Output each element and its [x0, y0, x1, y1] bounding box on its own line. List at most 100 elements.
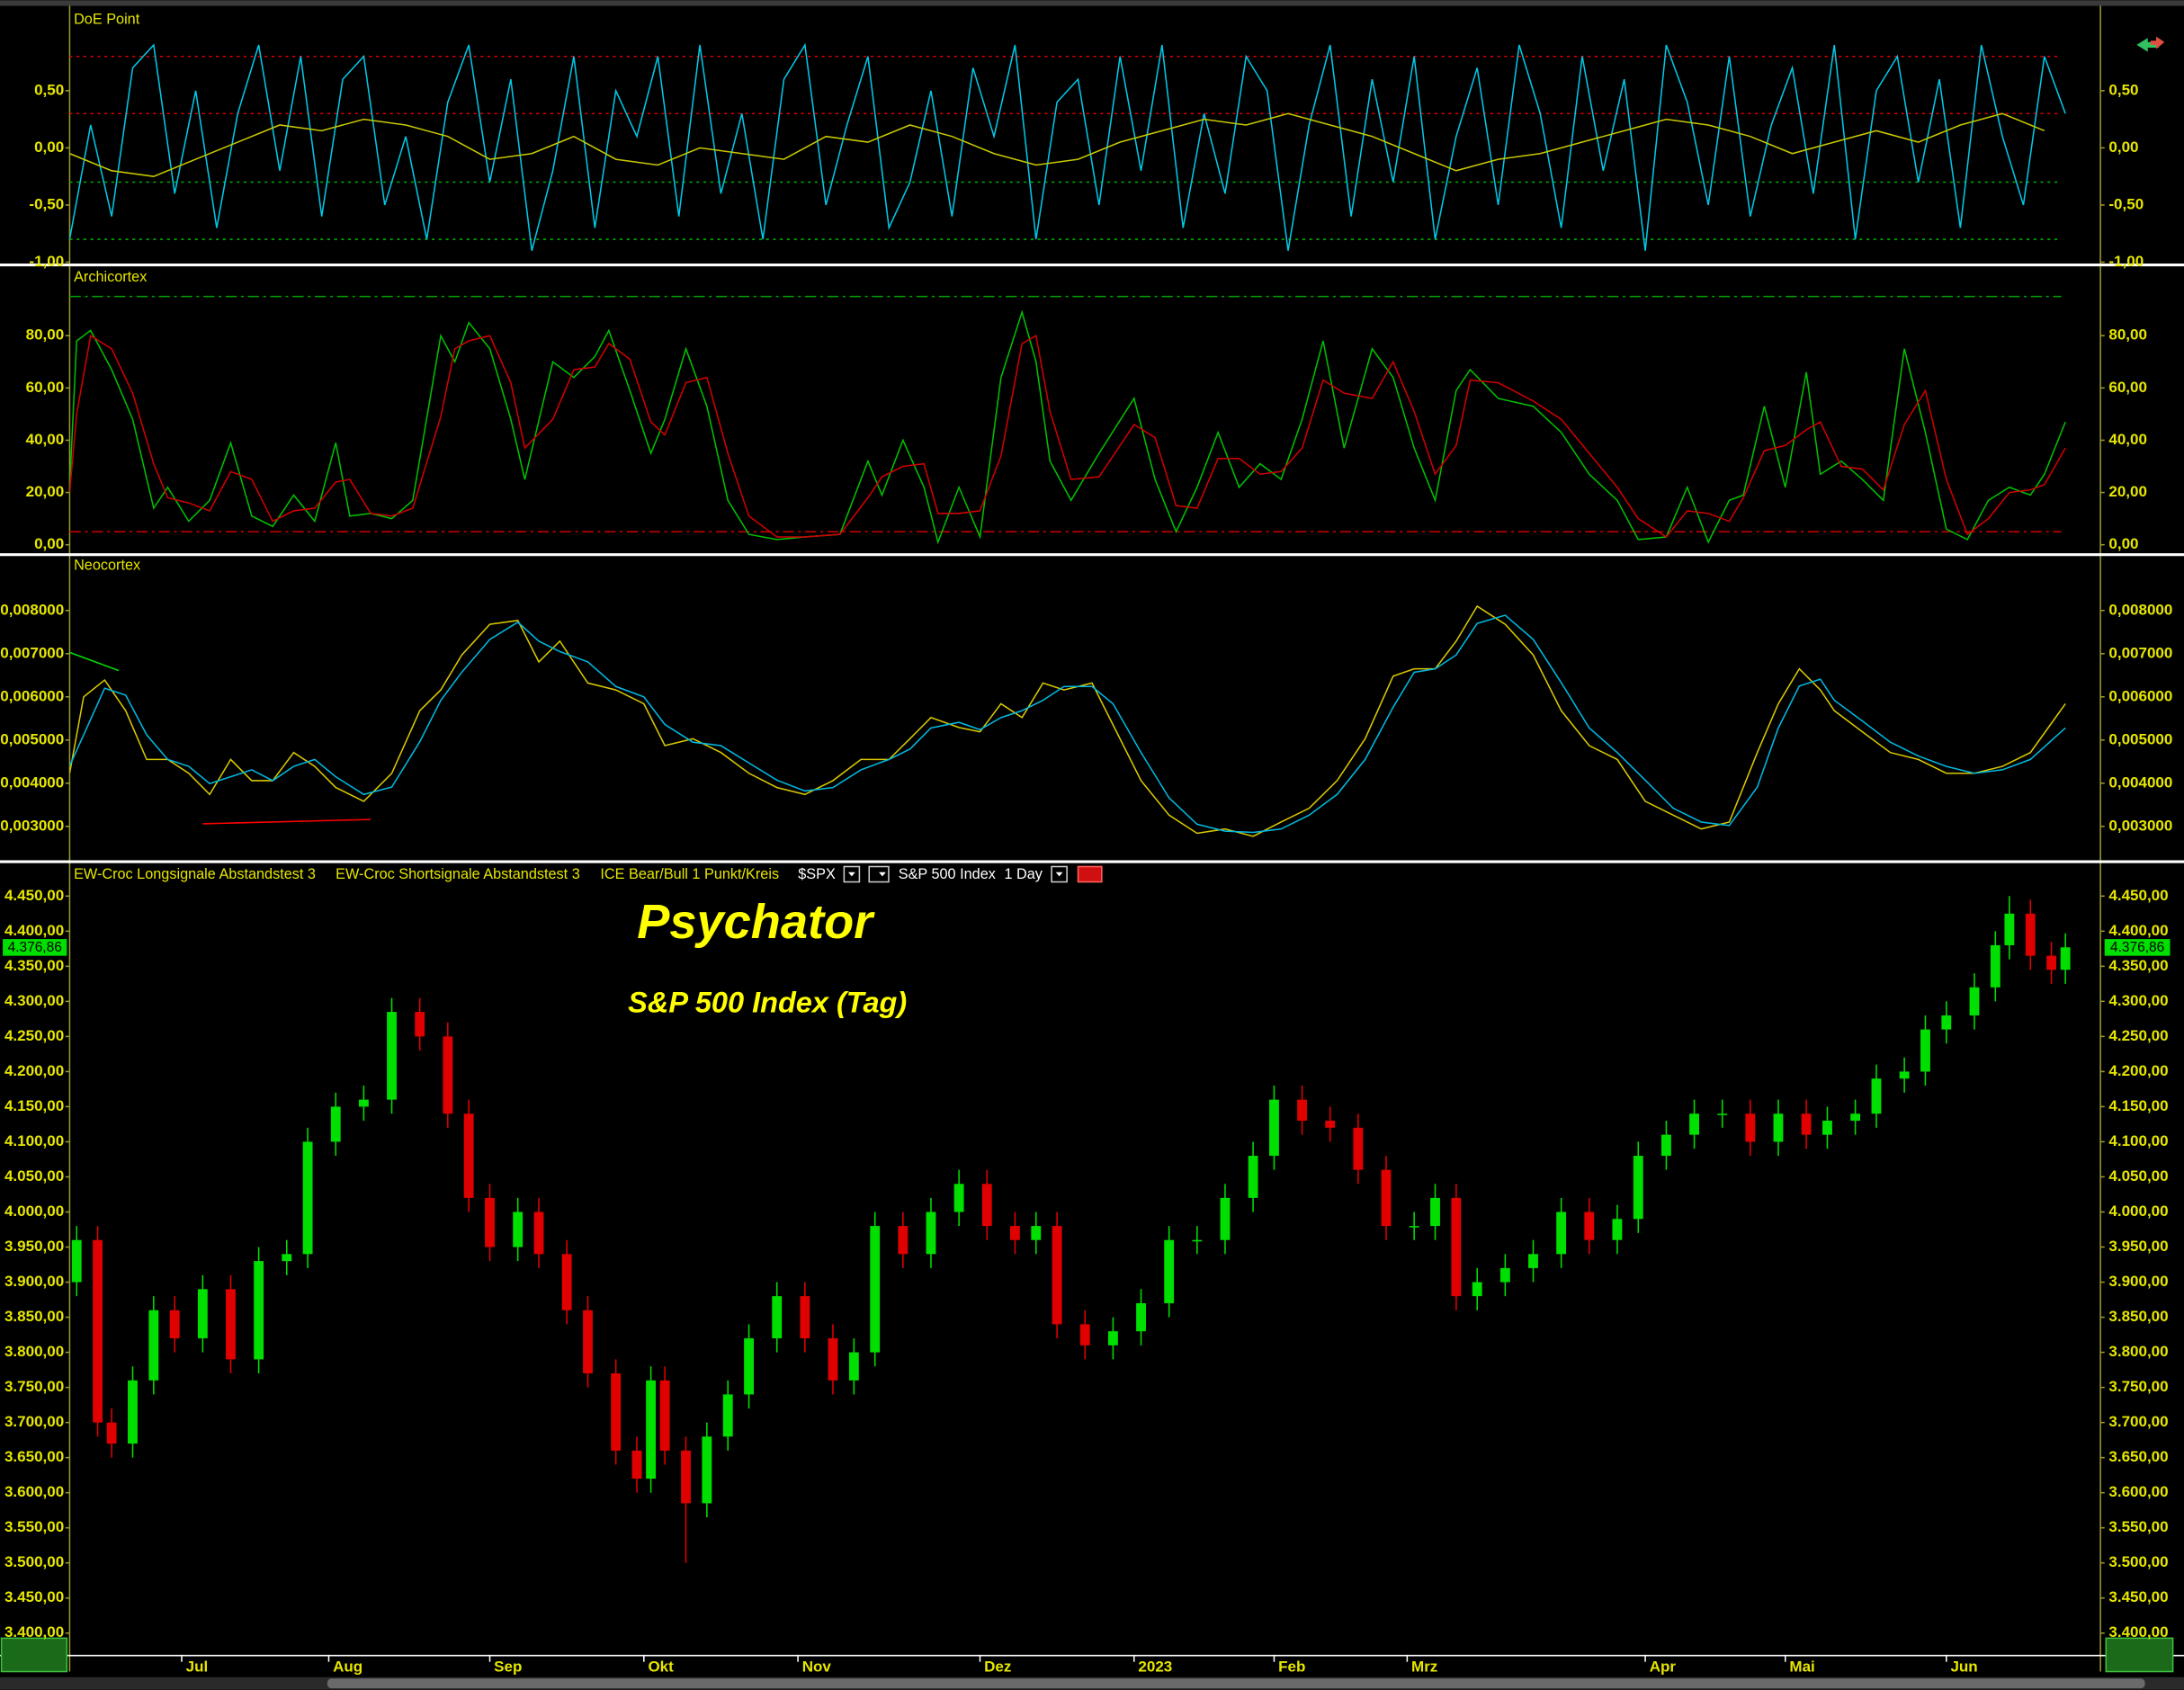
candle-body	[1801, 1113, 1812, 1135]
candle-body	[1941, 1015, 1952, 1030]
candle-body	[254, 1261, 264, 1360]
candle-body	[1248, 1156, 1258, 1198]
y-tick-label: 4.050,00	[4, 1167, 64, 1185]
y-tick-label: 4.400,00	[4, 922, 64, 939]
x-tick-label: Sep	[494, 1658, 522, 1675]
y-tick-label: 60,00	[2108, 379, 2147, 396]
panel-title: Neocortex	[74, 557, 140, 573]
x-tick-label: Mrz	[1411, 1658, 1437, 1675]
candle-body	[226, 1289, 236, 1360]
y-tick-label: 0,003000	[2108, 817, 2172, 834]
candle-body	[1164, 1239, 1175, 1303]
candle-body	[1633, 1156, 1643, 1220]
y-tick-label: 20,00	[26, 483, 65, 500]
candle-body	[611, 1373, 622, 1451]
candle-body	[772, 1296, 783, 1338]
panel-title: Archicortex	[74, 269, 147, 285]
y-tick-label: 0,003000	[0, 817, 64, 834]
symbol[interactable]: $SPX	[798, 866, 836, 882]
candle-body	[1990, 944, 2001, 988]
y-tick-label: 4.350,00	[2108, 957, 2168, 974]
y-tick-label: 3.600,00	[4, 1483, 64, 1500]
y-tick-label: 0,004000	[2108, 773, 2172, 791]
candle-body	[1556, 1212, 1567, 1255]
y-tick-label: 0,007000	[2108, 644, 2172, 661]
y-tick-label: 0,00	[2108, 535, 2138, 552]
candle-body	[1269, 1099, 1279, 1157]
y-tick-label: 4.350,00	[4, 957, 64, 974]
candle-body	[659, 1380, 670, 1451]
scrollbar-thumb[interactable]	[327, 1678, 2145, 1689]
x-tick-label: Aug	[333, 1658, 363, 1675]
y-tick-label: 4.250,00	[2108, 1027, 2168, 1044]
candle-body	[1079, 1324, 1090, 1346]
candle-body	[128, 1380, 138, 1444]
candle-body	[2004, 913, 2015, 945]
candle-body	[1192, 1239, 1203, 1242]
price-tag: 4.376,86	[2104, 939, 2171, 956]
dropdown[interactable]	[868, 865, 890, 883]
y-tick-label: -0,50	[29, 195, 64, 212]
status-box	[2105, 1637, 2174, 1673]
y-tick-label: -0,50	[2108, 195, 2144, 212]
y-tick-label: 4.400,00	[2108, 922, 2168, 939]
series-line	[69, 112, 2045, 177]
candle-body	[1660, 1134, 1671, 1157]
candle-body	[93, 1239, 103, 1423]
y-tick-label: 0,006000	[0, 687, 64, 704]
x-tick-label: Okt	[648, 1658, 674, 1675]
candle-body	[870, 1226, 881, 1353]
y-tick-label: 3.750,00	[4, 1378, 64, 1395]
candle-body	[1297, 1099, 1308, 1122]
price-tag: 4.376,86	[3, 939, 67, 956]
candle-body	[583, 1310, 593, 1373]
y-tick-label: 0,005000	[0, 730, 64, 747]
candle-body	[1850, 1113, 1861, 1122]
y-tick-label: 4.000,00	[2108, 1203, 2168, 1220]
candle-body	[1499, 1267, 1510, 1283]
corner-icon[interactable]	[2136, 36, 2165, 52]
instrument: S&P 500 Index	[899, 866, 996, 882]
y-tick-label: 3.400,00	[2108, 1623, 2168, 1641]
candle-body	[169, 1310, 180, 1338]
interval: 1 Day	[1004, 866, 1043, 882]
x-tick-label: Dez	[984, 1658, 1011, 1675]
y-tick-label: 0,008000	[0, 601, 64, 618]
candle-body	[1472, 1282, 1482, 1297]
record-button[interactable]	[1077, 865, 1103, 883]
candle-body	[981, 1184, 992, 1227]
y-tick-label: 3.800,00	[2108, 1343, 2168, 1360]
y-tick-label: 4.300,00	[4, 992, 64, 1009]
indicator-label: EW-Croc Longsignale Abstandstest 3	[74, 866, 316, 882]
price-tag-label: 4.376,86	[8, 940, 62, 955]
candle-body	[898, 1226, 909, 1255]
y-tick-label: 4.200,00	[2108, 1062, 2168, 1079]
y-tick-label: 4.100,00	[2108, 1132, 2168, 1149]
series-line	[69, 614, 2066, 834]
y-tick-label: -1,00	[2108, 253, 2144, 270]
candle-body	[148, 1310, 159, 1381]
candle-body	[2046, 955, 2057, 970]
candle-body	[1969, 987, 1980, 1015]
y-tick-label: 3.950,00	[4, 1238, 64, 1255]
x-tick-label: Apr	[1650, 1658, 1677, 1675]
y-tick-label: 0,006000	[2108, 687, 2172, 704]
dropdown-arrow	[879, 872, 886, 877]
candle-body	[302, 1141, 313, 1255]
y-tick-label: 3.550,00	[4, 1518, 64, 1535]
price-tag-label: 4.376,86	[2110, 940, 2164, 955]
candle-body	[1409, 1226, 1419, 1228]
icon-arrow	[2136, 38, 2160, 52]
y-tick-label: 3.450,00	[4, 1588, 64, 1605]
chart-title: Psychator	[637, 895, 875, 949]
candle-body	[197, 1289, 208, 1338]
candle-body	[1920, 1029, 1930, 1072]
y-tick-label: 3.850,00	[4, 1308, 64, 1325]
series-line	[69, 42, 2066, 251]
candle-body	[828, 1337, 838, 1381]
y-tick-label: 3.600,00	[2108, 1483, 2168, 1500]
candle-body	[1009, 1226, 1020, 1240]
y-tick-label: 4.050,00	[2108, 1167, 2168, 1185]
candle-body	[744, 1337, 754, 1395]
